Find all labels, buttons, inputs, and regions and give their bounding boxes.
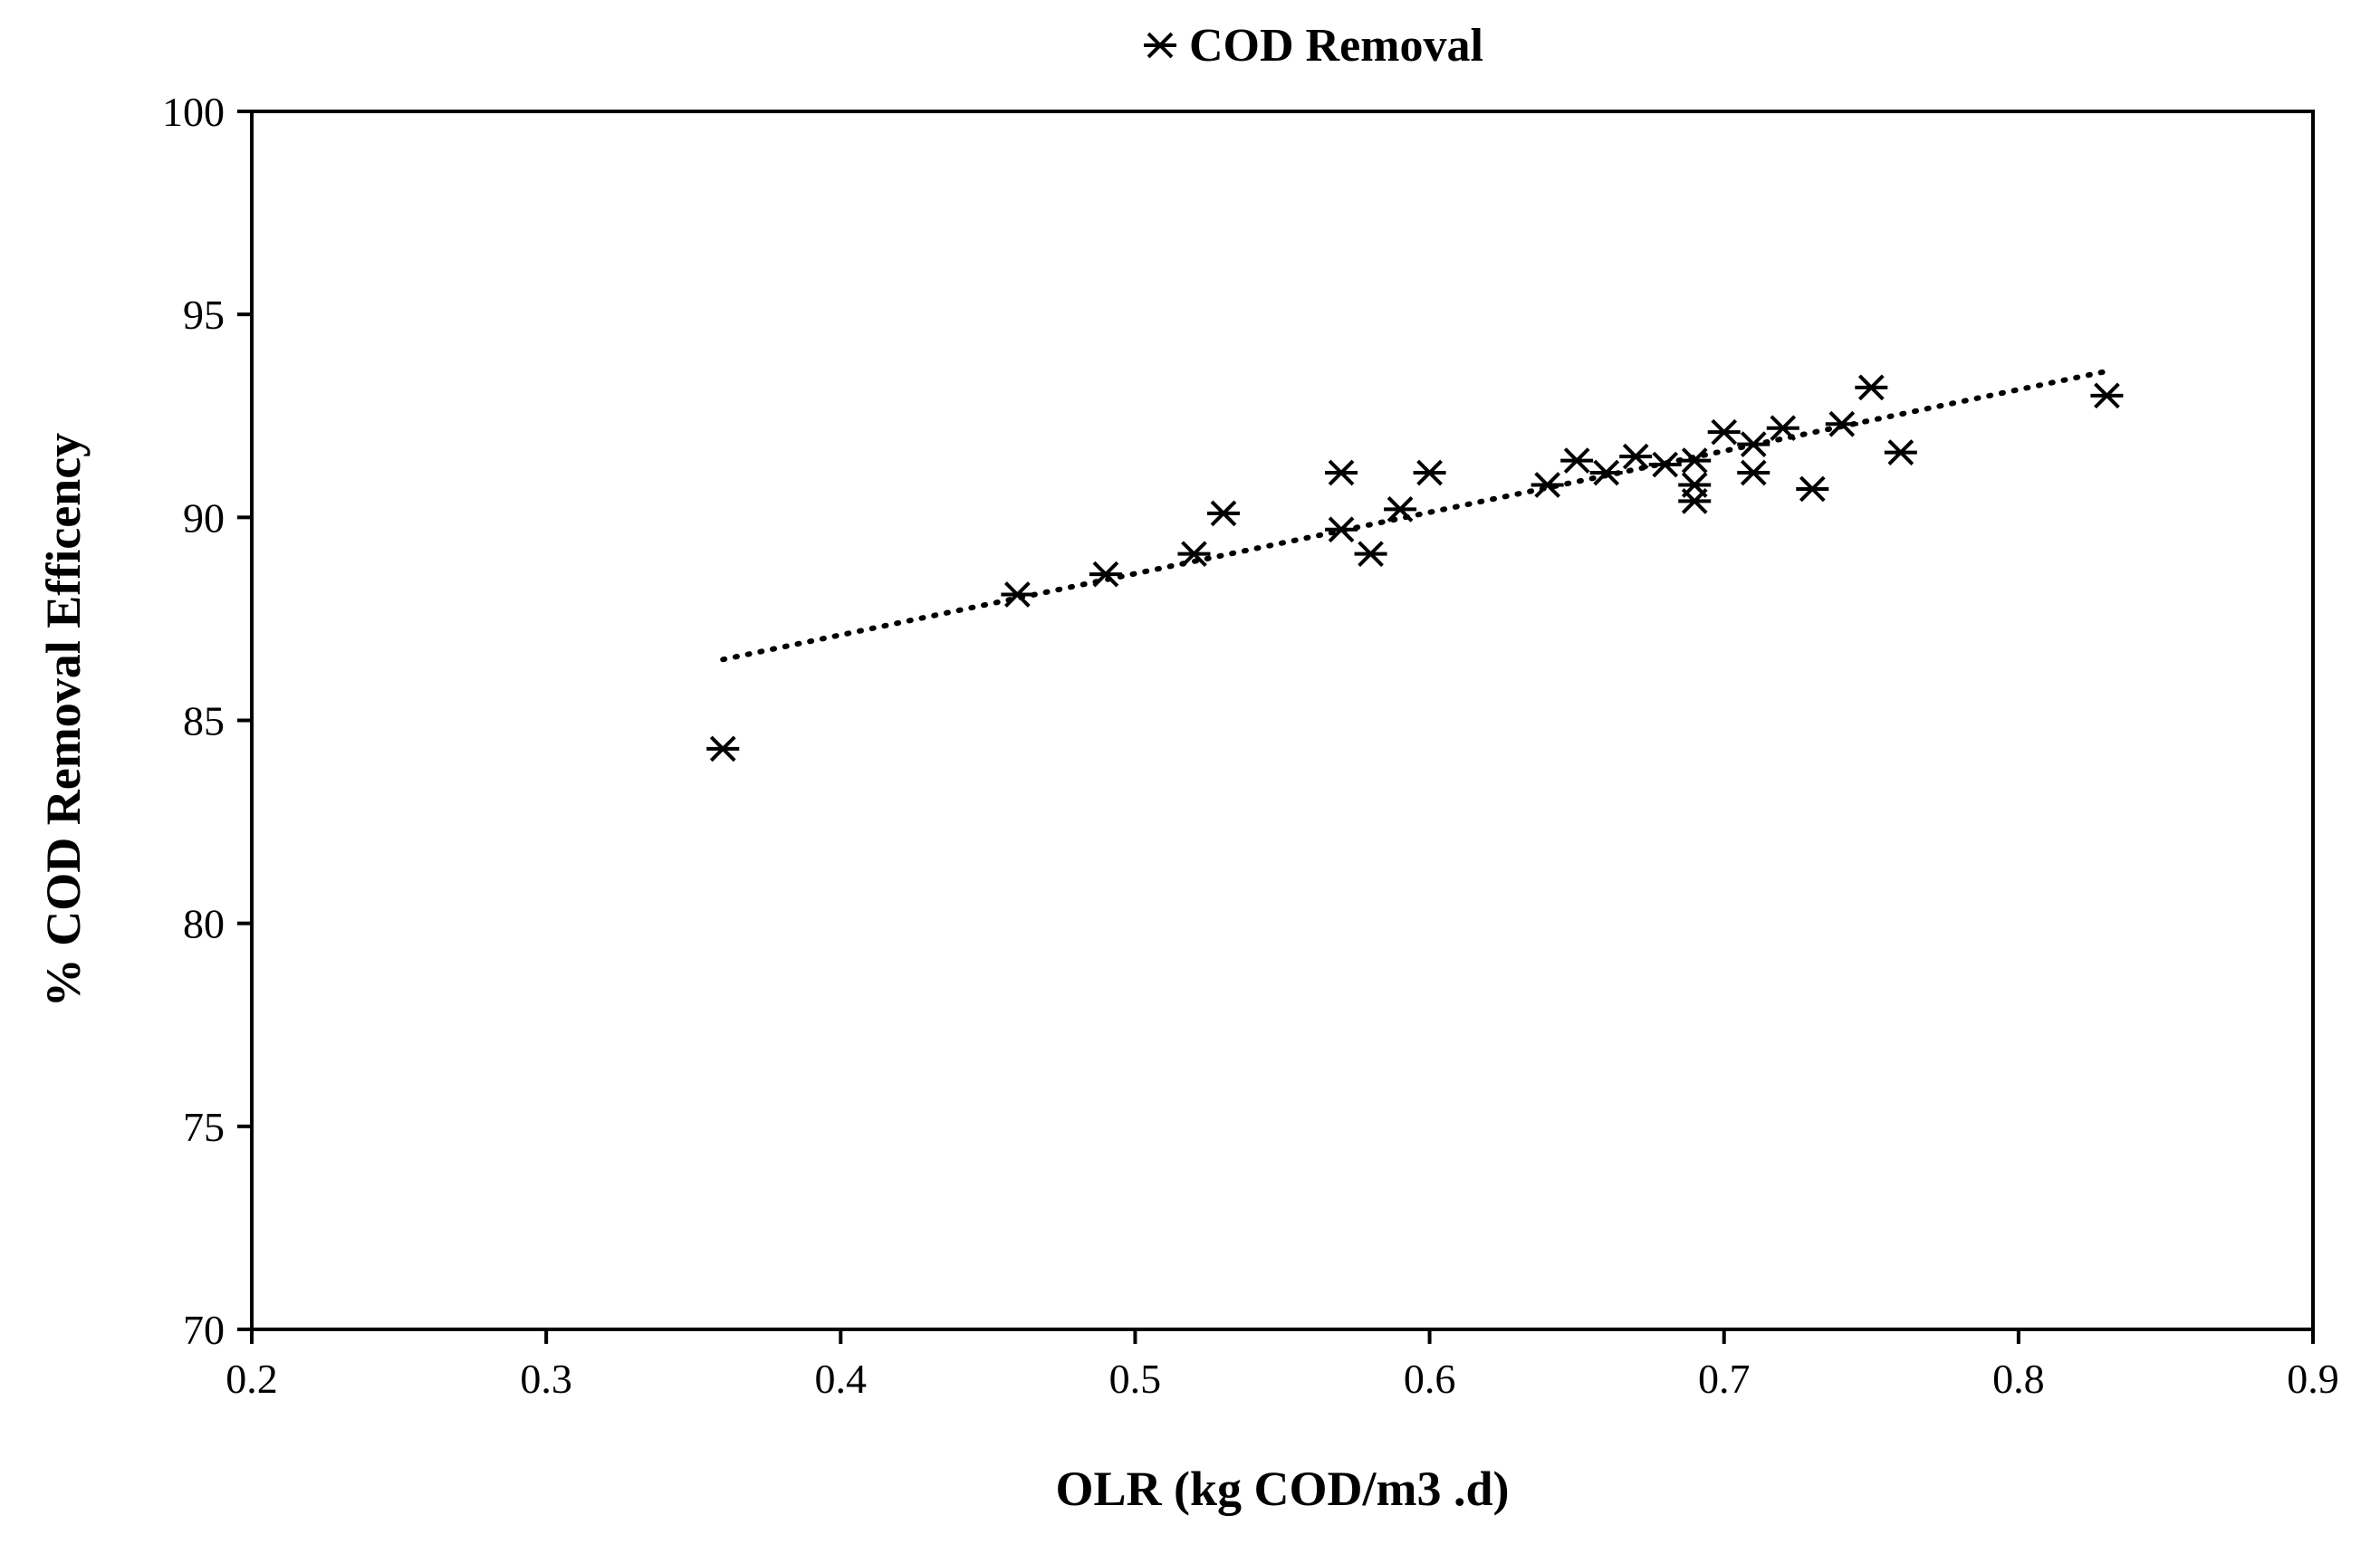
data-point — [1001, 581, 1034, 608]
data-point — [1884, 439, 1917, 465]
y-axis-tick-labels: 70 75 80 85 90 95 100 — [162, 89, 225, 1353]
data-point — [1413, 459, 1446, 486]
y-tick-label: 90 — [183, 494, 225, 541]
x-tick-label: 0.8 — [1992, 1356, 2045, 1402]
legend: COD Removal — [1144, 20, 1483, 72]
x-tick-label: 0.9 — [2287, 1356, 2339, 1402]
linear-trendline — [720, 368, 2110, 663]
y-tick-label: 100 — [162, 89, 225, 135]
data-point — [1825, 410, 1858, 437]
data-point — [1678, 447, 1712, 474]
data-point — [706, 735, 740, 762]
data-point — [1737, 431, 1771, 457]
data-point — [1796, 475, 1829, 503]
data-point — [1589, 459, 1623, 486]
data-point — [1560, 447, 1594, 474]
x-tick-label: 0.5 — [1109, 1356, 1162, 1402]
plot-area — [250, 110, 2315, 1331]
data-point — [1206, 500, 1240, 527]
data-point — [1325, 516, 1358, 543]
x-axis-title: OLR (kg COD/m3 .d) — [1055, 1462, 1509, 1516]
x-tick-label: 0.6 — [1404, 1356, 1456, 1402]
data-point — [1089, 561, 1122, 588]
data-point — [1325, 459, 1358, 486]
y-axis-ticks — [237, 110, 252, 1331]
data-point — [1678, 488, 1712, 514]
data-point — [1384, 496, 1417, 523]
data-point — [1707, 418, 1741, 446]
data-point — [1766, 415, 1799, 442]
data-point — [1354, 541, 1387, 568]
legend-label: COD Removal — [1189, 20, 1483, 72]
y-tick-label: 95 — [183, 292, 225, 338]
data-points — [706, 374, 2124, 762]
data-point — [1855, 374, 1888, 401]
x-axis-tick-labels: 0.2 0.3 0.4 0.5 0.6 0.7 0.8 0.9 — [226, 1356, 2339, 1402]
data-point — [2090, 382, 2124, 409]
legend-marker-icon — [1144, 32, 1176, 59]
x-tick-label: 0.7 — [1698, 1356, 1751, 1402]
x-tick-label: 0.2 — [226, 1356, 278, 1402]
y-tick-label: 70 — [183, 1307, 225, 1353]
data-point — [1177, 541, 1211, 568]
y-tick-label: 80 — [183, 901, 225, 947]
y-axis-title: % COD Removal Efficency — [36, 433, 91, 1007]
data-point — [1619, 443, 1653, 470]
x-tick-label: 0.3 — [520, 1356, 572, 1402]
y-tick-label: 85 — [183, 698, 225, 744]
y-tick-label: 75 — [183, 1104, 225, 1150]
x-tick-label: 0.4 — [815, 1356, 868, 1402]
x-axis-ticks — [250, 1329, 2315, 1344]
data-point — [1648, 451, 1682, 478]
data-point — [1531, 472, 1564, 498]
data-point — [1737, 459, 1771, 486]
